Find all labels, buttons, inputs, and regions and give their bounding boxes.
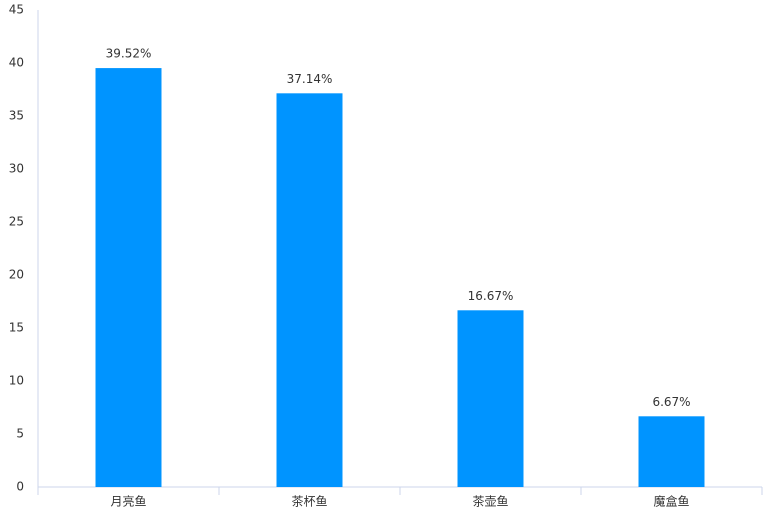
bar [457, 310, 524, 487]
y-tick-label: 0 [16, 480, 24, 494]
y-tick-label: 35 [9, 109, 24, 123]
y-tick-label: 15 [9, 321, 24, 335]
y-tick-label: 20 [9, 268, 24, 282]
value-label: 16.67% [468, 289, 514, 303]
y-tick-label: 40 [9, 56, 24, 70]
x-tick-label: 茶壶鱼 [472, 494, 508, 509]
y-tick-label: 25 [9, 215, 24, 229]
y-tick-label: 10 [9, 374, 24, 388]
y-tick-label: 45 [9, 3, 24, 17]
value-label: 6.67% [652, 395, 690, 409]
bar [276, 93, 343, 487]
value-label: 39.52% [106, 47, 152, 61]
x-tick-label: 茶杯鱼 [291, 494, 327, 509]
value-label: 37.14% [287, 72, 333, 86]
bar [638, 416, 705, 487]
x-tick-label: 魔盒鱼 [653, 494, 689, 509]
y-tick-label: 30 [9, 162, 24, 176]
y-tick-label: 5 [16, 427, 24, 441]
bar [95, 68, 162, 487]
x-tick-label: 月亮鱼 [110, 494, 146, 509]
